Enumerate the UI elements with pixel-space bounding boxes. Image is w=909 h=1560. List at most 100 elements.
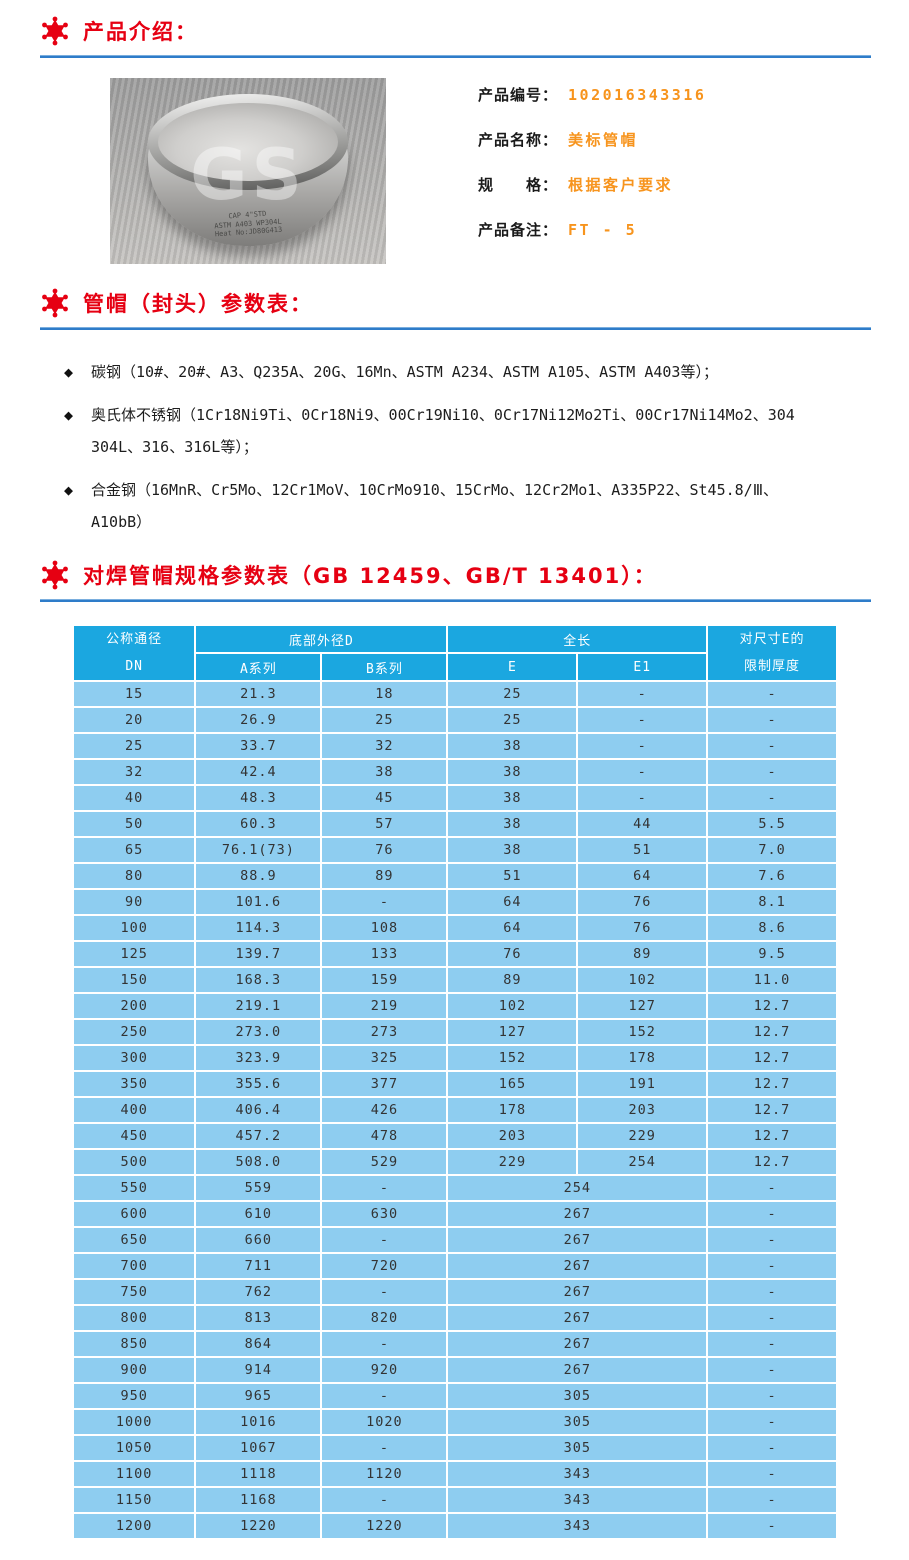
- table-cell: 1200: [74, 1514, 195, 1538]
- table-cell: 267: [448, 1228, 707, 1252]
- table-cell: 343: [448, 1514, 707, 1538]
- table-cell: 457.2: [196, 1124, 321, 1148]
- diamond-bullet-icon: ◆: [64, 406, 74, 424]
- table-cell: 100: [74, 916, 195, 940]
- col-header-limit-thickness: 对尺寸E的 限制厚度: [708, 626, 836, 680]
- table-cell: -: [708, 1228, 836, 1252]
- table-cell: 38: [448, 812, 577, 836]
- col-header-series-b: B系列: [322, 654, 447, 680]
- table-row: 900 914 920 267-: [74, 1358, 836, 1382]
- table-cell: 90: [74, 890, 195, 914]
- table-cell: 88.9: [196, 864, 321, 888]
- table-cell: 1120: [322, 1462, 447, 1486]
- table-cell: -: [708, 708, 836, 732]
- table-cell: 159: [322, 968, 447, 992]
- table-row: 80 88.9 89 51 64 7.6: [74, 864, 836, 888]
- table-cell: 1100: [74, 1462, 195, 1486]
- table-row: 400 406.4 426 178 203 12.7: [74, 1098, 836, 1122]
- field-value: FT - 5: [568, 221, 638, 239]
- table-cell: 7.6: [708, 864, 836, 888]
- materials-list: ◆ 碳钢（10#、20#、A3、Q235A、20G、16Mn、ASTM A234…: [64, 356, 871, 538]
- table-cell: -: [708, 1436, 836, 1460]
- table-row: 750 762-267-: [74, 1280, 836, 1304]
- table-cell: 426: [322, 1098, 447, 1122]
- intro-body: GS CAP 4"STD ASTM A403 WP304L Heat No:JD…: [40, 78, 871, 264]
- table-cell: 203: [448, 1124, 577, 1148]
- table-cell: 64: [578, 864, 707, 888]
- table-cell: 12.7: [708, 1150, 836, 1174]
- table-cell: 820: [322, 1306, 447, 1330]
- table-row: 1150 1168-343-: [74, 1488, 836, 1512]
- table-cell: -: [322, 1332, 447, 1356]
- spec-table: 公称通径 DN 底部外径D 全长 对尺寸E的 限制厚度 A系列 B系列 E E1: [72, 624, 838, 1540]
- table-cell: 267: [448, 1280, 707, 1304]
- table-cell: 500: [74, 1150, 195, 1174]
- table-row: 350 355.6 377 165 191 12.7: [74, 1072, 836, 1096]
- table-cell: 25: [322, 708, 447, 732]
- field-label: 产品编号：: [478, 86, 559, 104]
- table-cell: 630: [322, 1202, 447, 1226]
- table-cell: 42.4: [196, 760, 321, 784]
- pipe-cap-illustration: [148, 94, 348, 246]
- table-cell: 89: [578, 942, 707, 966]
- table-cell: 133: [322, 942, 447, 966]
- table-row: 450 457.2 478 203 229 12.7: [74, 1124, 836, 1148]
- table-cell: 1220: [322, 1514, 447, 1538]
- table-cell: 1020: [322, 1410, 447, 1434]
- table-row: 800 813 820 267-: [74, 1306, 836, 1330]
- field-product-number: 产品编号： 102016343316: [478, 84, 706, 105]
- table-row: 550 559-254-: [74, 1176, 836, 1200]
- table-cell: 200: [74, 994, 195, 1018]
- section-spec-table: 对焊管帽规格参数表（GB 12459、GB/T 13401）： 公称通径 DN …: [40, 560, 871, 1540]
- table-cell: -: [708, 1332, 836, 1356]
- section-intro: 产品介绍： GS CAP 4"STD ASTM A403 WP304L Heat…: [40, 16, 871, 264]
- table-cell: 8.1: [708, 890, 836, 914]
- table-cell: 864: [196, 1332, 321, 1356]
- section-materials: 管帽（封头）参数表： ◆ 碳钢（10#、20#、A3、Q235A、20G、16M…: [40, 288, 871, 538]
- table-cell: 76: [578, 890, 707, 914]
- table-cell: 267: [448, 1332, 707, 1356]
- table-cell: 108: [322, 916, 447, 940]
- table-cell: 700: [74, 1254, 195, 1278]
- table-cell: 267: [448, 1358, 707, 1382]
- table-cell: -: [708, 1410, 836, 1434]
- table-cell: 25: [74, 734, 195, 758]
- table-row: 1050 1067-305-: [74, 1436, 836, 1460]
- col-header-series-a: A系列: [196, 654, 321, 680]
- table-cell: 920: [322, 1358, 447, 1382]
- table-cell: 219.1: [196, 994, 321, 1018]
- table-cell: 1118: [196, 1462, 321, 1486]
- table-cell: 254: [448, 1176, 707, 1200]
- table-row: 20 26.9 25 25- -: [74, 708, 836, 732]
- table-cell: 900: [74, 1358, 195, 1382]
- table-cell: -: [578, 786, 707, 810]
- table-cell: 15: [74, 682, 195, 706]
- spec-table-body: 15 21.3 18 25- -20 26.9 25 25- -25 33.7 32 38- -32 42…: [74, 682, 836, 1538]
- table-row: 40 48.3 45 38- -: [74, 786, 836, 810]
- table-cell: -: [578, 734, 707, 758]
- table-cell: 168.3: [196, 968, 321, 992]
- table-cell: 44: [578, 812, 707, 836]
- intro-title: 产品介绍：: [83, 20, 198, 44]
- table-cell: 406.4: [196, 1098, 321, 1122]
- table-cell: 229: [448, 1150, 577, 1174]
- table-row: 65 76.1(73) 76 38 51 7.0: [74, 838, 836, 862]
- table-cell: 139.7: [196, 942, 321, 966]
- table-cell: 127: [578, 994, 707, 1018]
- table-cell: 40: [74, 786, 195, 810]
- table-cell: 325: [322, 1046, 447, 1070]
- table-cell: 150: [74, 968, 195, 992]
- table-cell: 12.7: [708, 1046, 836, 1070]
- material-item-carbon-steel: ◆ 碳钢（10#、20#、A3、Q235A、20G、16Mn、ASTM A234…: [64, 356, 871, 388]
- table-cell: 26.9: [196, 708, 321, 732]
- table-cell: 950: [74, 1384, 195, 1408]
- table-cell: -: [322, 1488, 447, 1512]
- col-header-e: E: [448, 654, 577, 680]
- table-row: 300 323.9 325 152 178 12.7: [74, 1046, 836, 1070]
- table-cell: 254: [578, 1150, 707, 1174]
- table-cell: 64: [448, 916, 577, 940]
- table-cell: -: [708, 682, 836, 706]
- table-cell: -: [708, 1306, 836, 1330]
- table-cell: 350: [74, 1072, 195, 1096]
- table-cell: 1168: [196, 1488, 321, 1512]
